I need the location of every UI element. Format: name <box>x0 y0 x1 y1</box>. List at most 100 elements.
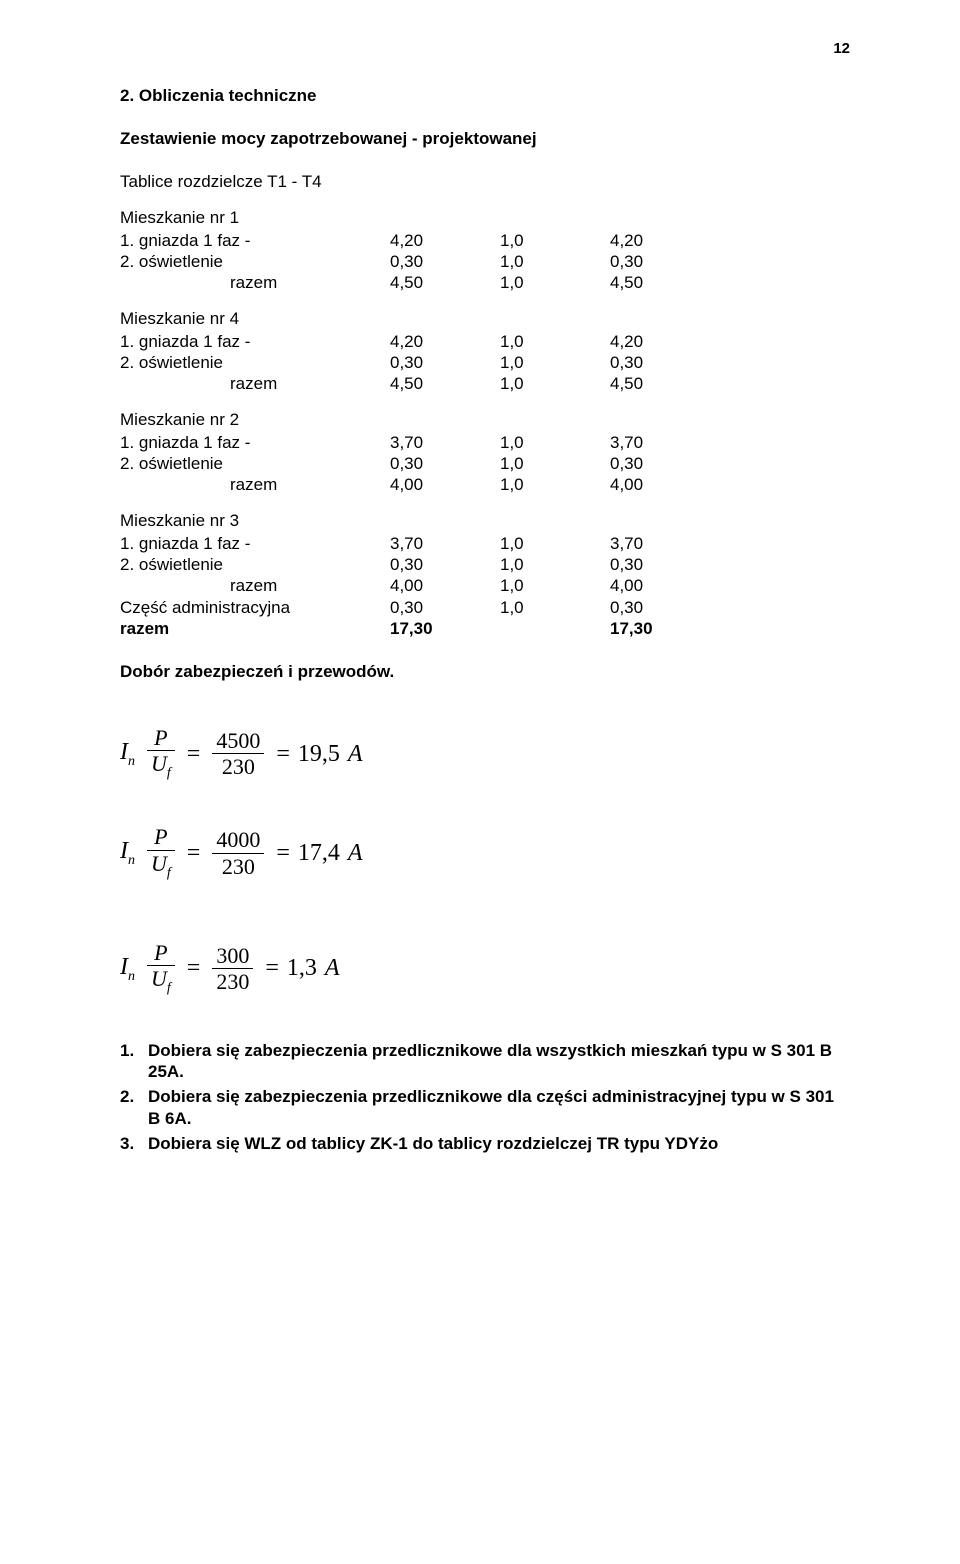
row-val: 0,30 <box>390 597 500 618</box>
data-row: 1. gniazda 1 faz - 4,20 1,0 4,20 <box>120 230 850 251</box>
row-label: 2. oświetlenie <box>120 554 390 575</box>
formula-result: 1,3 <box>287 953 317 983</box>
data-row: 2. oświetlenie 0,30 1,0 0,30 <box>120 554 850 575</box>
row-val: 4,50 <box>390 272 500 293</box>
row-val: 4,00 <box>390 474 500 495</box>
row-val: 1,0 <box>500 597 610 618</box>
admin-row: Część administracyjna 0,30 1,0 0,30 <box>120 597 850 618</box>
section-heading: 2. Obliczenia techniczne <box>120 85 850 106</box>
row-val: 1,0 <box>500 474 610 495</box>
row-val: 0,30 <box>610 352 720 373</box>
row-val: 1,0 <box>500 432 610 453</box>
conclusions-list: 1. Dobiera się zabezpieczenia przedliczn… <box>120 1040 850 1154</box>
row-val: 1,0 <box>500 230 610 251</box>
formula-result: 17,4 <box>298 838 340 868</box>
row-val: 0,30 <box>610 597 720 618</box>
total-row: razem 17,30 17,30 <box>120 618 850 639</box>
formula-lhs: In <box>120 836 135 869</box>
list-marker: 3. <box>120 1133 148 1154</box>
page-number: 12 <box>120 40 850 59</box>
list-item: 3. Dobiera się WLZ od tablicy ZK-1 do ta… <box>120 1133 850 1154</box>
row-val: 1,0 <box>500 331 610 352</box>
row-label: razem <box>120 373 390 394</box>
row-val: 4,50 <box>610 373 720 394</box>
subtotal-row: razem 4,00 1,0 4,00 <box>120 474 850 495</box>
row-label: razem <box>120 272 390 293</box>
list-marker: 1. <box>120 1040 148 1083</box>
row-val: 4,50 <box>390 373 500 394</box>
row-label: razem <box>120 618 390 639</box>
group-label: Mieszkanie nr 1 <box>120 207 850 228</box>
row-val: 3,70 <box>390 432 500 453</box>
equals-sign: = <box>276 739 290 769</box>
row-label: 2. oświetlenie <box>120 453 390 474</box>
row-label: 2. oświetlenie <box>120 251 390 272</box>
row-val: 17,30 <box>610 618 720 639</box>
formula-fraction: 4500 230 <box>212 729 264 778</box>
data-row: 2. oświetlenie 0,30 1,0 0,30 <box>120 251 850 272</box>
row-label: 1. gniazda 1 faz - <box>120 533 390 554</box>
data-row: 2. oświetlenie 0,30 1,0 0,30 <box>120 453 850 474</box>
row-val: 1,0 <box>500 251 610 272</box>
row-val: 4,00 <box>390 575 500 596</box>
row-val: 1,0 <box>500 533 610 554</box>
list-marker: 2. <box>120 1086 148 1129</box>
row-val: 1,0 <box>500 272 610 293</box>
row-val: 4,50 <box>610 272 720 293</box>
subtotal-row: razem 4,50 1,0 4,50 <box>120 272 850 293</box>
formula-fraction: 300 230 <box>212 944 253 993</box>
data-row: 2. oświetlenie 0,30 1,0 0,30 <box>120 352 850 373</box>
row-val: 0,30 <box>390 554 500 575</box>
row-label: 2. oświetlenie <box>120 352 390 373</box>
row-val: 4,20 <box>390 331 500 352</box>
data-row: 1. gniazda 1 faz - 3,70 1,0 3,70 <box>120 432 850 453</box>
document-page: 12 2. Obliczenia techniczne Zestawienie … <box>0 0 960 1218</box>
row-val: 4,20 <box>390 230 500 251</box>
formula-fraction: P Uf <box>147 726 175 781</box>
row-label: 1. gniazda 1 faz - <box>120 432 390 453</box>
row-val: 0,30 <box>610 251 720 272</box>
row-val: 3,70 <box>610 432 720 453</box>
list-item: 2. Dobiera się zabezpieczenia przedliczn… <box>120 1086 850 1129</box>
row-val: 0,30 <box>610 554 720 575</box>
row-label: razem <box>120 474 390 495</box>
subtotal-row: razem 4,00 1,0 4,00 <box>120 575 850 596</box>
row-val: 1,0 <box>500 575 610 596</box>
formula: In P Uf = 4500 230 = 19,5 A <box>120 726 850 781</box>
row-val: 4,00 <box>610 575 720 596</box>
row-val: 1,0 <box>500 352 610 373</box>
row-val: 1,0 <box>500 373 610 394</box>
equals-sign: = <box>265 953 279 983</box>
row-val: 4,00 <box>610 474 720 495</box>
formula-fraction: P Uf <box>147 941 175 996</box>
data-row: 1. gniazda 1 faz - 4,20 1,0 4,20 <box>120 331 850 352</box>
row-val: 1,0 <box>500 453 610 474</box>
row-val: 4,20 <box>610 331 720 352</box>
row-val: 0,30 <box>390 453 500 474</box>
row-val: 3,70 <box>390 533 500 554</box>
formula-unit: A <box>325 953 340 983</box>
formula-lhs: In <box>120 737 135 770</box>
formula-lhs: In <box>120 952 135 985</box>
row-label: Część administracyjna <box>120 597 390 618</box>
subtotal-row: razem 4,50 1,0 4,50 <box>120 373 850 394</box>
row-val: 17,30 <box>390 618 500 639</box>
formula: In P Uf = 300 230 = 1,3 A <box>120 941 850 996</box>
sub-heading-tablice: Tablice rozdzielcze T1 - T4 <box>120 171 850 192</box>
formula-fraction: 4000 230 <box>212 828 264 877</box>
formula-fraction: P Uf <box>147 825 175 880</box>
list-item: 1. Dobiera się zabezpieczenia przedliczn… <box>120 1040 850 1083</box>
group-label: Mieszkanie nr 4 <box>120 308 850 329</box>
equals-sign: = <box>187 953 201 983</box>
row-val: 0,30 <box>390 251 500 272</box>
list-text: Dobiera się WLZ od tablicy ZK-1 do tabli… <box>148 1133 850 1154</box>
row-val: 1,0 <box>500 554 610 575</box>
data-row: 1. gniazda 1 faz - 3,70 1,0 3,70 <box>120 533 850 554</box>
formula-unit: A <box>348 838 363 868</box>
row-val: 0,30 <box>610 453 720 474</box>
formula: In P Uf = 4000 230 = 17,4 A <box>120 825 850 880</box>
list-text: Dobiera się zabezpieczenia przedliczniko… <box>148 1086 850 1129</box>
equals-sign: = <box>187 739 201 769</box>
formula-unit: A <box>348 739 363 769</box>
row-label: razem <box>120 575 390 596</box>
